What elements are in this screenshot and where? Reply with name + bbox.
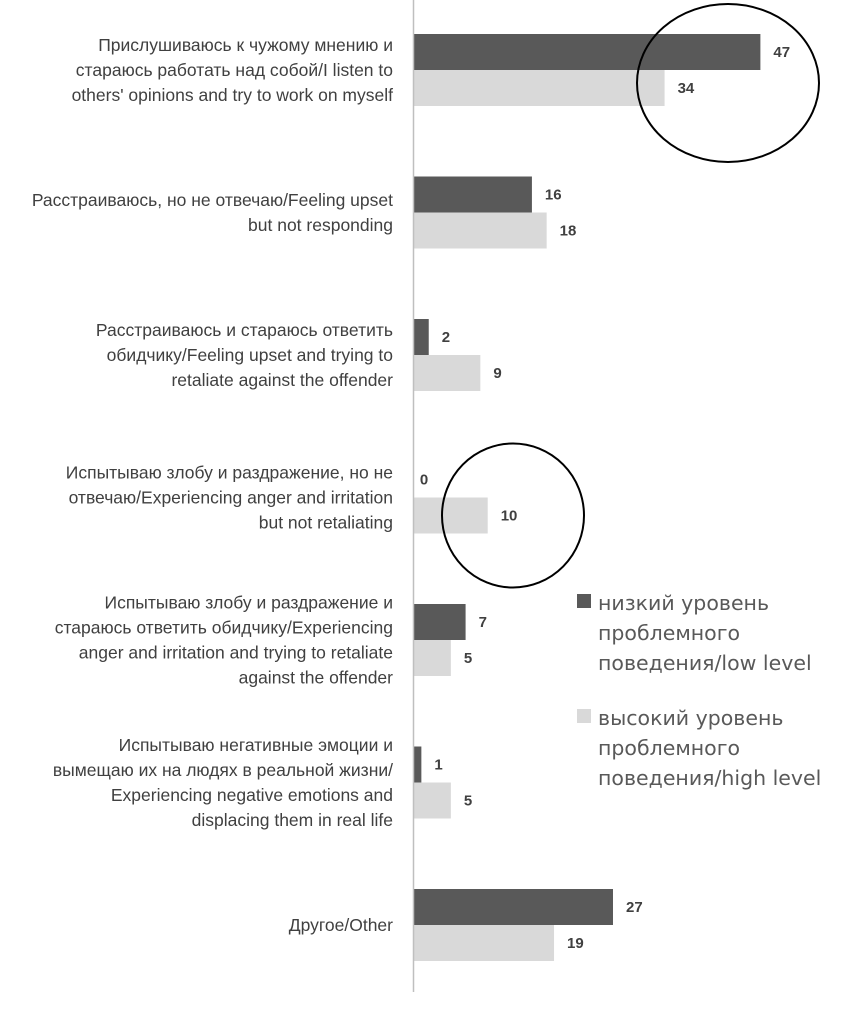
- data-label: 1: [434, 757, 442, 774]
- data-label: 5: [464, 650, 472, 667]
- category-label: anger and irritation and trying to retal…: [79, 643, 393, 663]
- category-label: Испытываю злобу и раздражение, но не: [66, 463, 393, 483]
- bars: [414, 34, 761, 961]
- bar-low-level: [414, 889, 613, 925]
- bar-high-level: [414, 212, 547, 249]
- data-label: 0: [420, 472, 428, 489]
- category-label: стараюсь работать над собой/I listen to: [76, 60, 393, 80]
- annotations: [441, 3, 820, 589]
- category-label: Расстраиваюсь и стараюсь ответить: [96, 320, 393, 340]
- legend-label: низкий уровень: [598, 591, 769, 615]
- category-label: others' opinions and try to work on myse…: [72, 85, 394, 105]
- bar-high-level: [414, 925, 555, 961]
- data-label: 9: [493, 365, 501, 382]
- data-label: 47: [773, 44, 790, 61]
- data-labels: 47 34 16 18 2 9 0 10 7 5 1 5 27 19: [420, 44, 790, 952]
- category-label: Experiencing negative emotions and: [111, 785, 393, 805]
- data-label: 5: [464, 793, 472, 810]
- data-label: 16: [545, 187, 562, 204]
- category-label: отвечаю/Experiencing anger and irritatio…: [69, 488, 393, 508]
- category-label: against the offender: [239, 668, 394, 688]
- bar-low-level: [414, 319, 429, 355]
- data-label: 10: [501, 508, 518, 525]
- category-label: Прислушиваюсь к чужому мнению и: [98, 35, 393, 55]
- annotation-circle: [441, 442, 585, 589]
- legend-swatch-high: [577, 709, 591, 723]
- data-label: 27: [626, 899, 643, 916]
- bar-high-level: [414, 640, 451, 676]
- data-label: 19: [567, 935, 584, 952]
- bar-high-level: [414, 70, 665, 106]
- category-label: стараюсь ответить обидчику/Experiencing: [55, 618, 393, 638]
- category-label: but not responding: [248, 215, 393, 235]
- data-label: 7: [479, 614, 487, 631]
- category-label: displacing them in real life: [192, 810, 393, 830]
- annotation-circle: [636, 3, 820, 163]
- legend-label: проблемного: [598, 621, 740, 645]
- bar-low-level: [414, 176, 532, 213]
- bar-low-level: [414, 604, 466, 640]
- legend-label: поведения/low level: [598, 651, 812, 675]
- category-labels: Прислушиваюсь к чужому мнению и стараюсь …: [32, 35, 393, 935]
- legend: низкий уровень проблемного поведения/low l…: [577, 591, 821, 790]
- category-label: but not retaliating: [259, 513, 393, 533]
- category-label: обидчику/Feeling upset and trying to: [107, 345, 393, 365]
- legend-swatch-low: [577, 594, 591, 608]
- bar-low-level: [414, 746, 422, 783]
- category-label: Расстраиваюсь, но не отвечаю/Feeling ups…: [32, 190, 393, 210]
- data-label: 18: [560, 223, 577, 240]
- category-label: Испытываю негативные эмоции и: [119, 735, 393, 755]
- legend-label: проблемного: [598, 736, 740, 760]
- category-label: Другое/Other: [289, 915, 393, 935]
- bar-high-level: [414, 497, 488, 534]
- legend-label: высокий уровень: [598, 706, 784, 730]
- legend-label: поведения/high level: [598, 766, 821, 790]
- bar-high-level: [414, 355, 481, 391]
- data-label: 2: [442, 329, 450, 346]
- category-label: retaliate against the offender: [171, 370, 393, 390]
- category-label: Испытываю злобу и раздражение и: [105, 593, 394, 613]
- category-label: вымещаю их на людях в реальной жизни/: [53, 760, 393, 780]
- data-label: 34: [678, 80, 695, 97]
- bar-high-level: [414, 782, 451, 819]
- bar-low-level: [414, 34, 761, 70]
